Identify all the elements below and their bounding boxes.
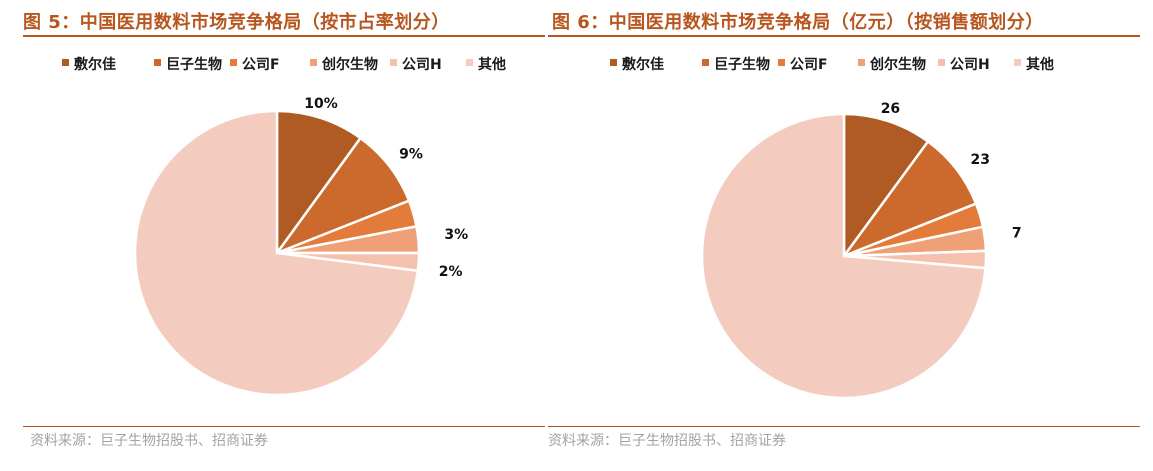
legend-label: 敷尔佳 xyxy=(622,56,664,73)
legend-swatch xyxy=(230,59,237,66)
data-label: 2% xyxy=(439,264,463,280)
legend-label: 巨子生物 xyxy=(166,56,222,73)
legend-label: 公司F xyxy=(790,57,828,73)
legend-swatch xyxy=(702,59,709,66)
title-divider xyxy=(548,35,1140,37)
legend-swatch xyxy=(858,59,865,66)
chart-title: 图 5：中国医用数料市场竞争格局（按市占率划分） xyxy=(23,12,450,33)
legend-label: 创尔生物 xyxy=(321,56,378,73)
legend-swatch xyxy=(62,59,69,66)
pie-slice xyxy=(275,109,363,257)
legend-label: 公司H xyxy=(402,57,442,73)
chart-source: 资料来源：巨子生物招股书、招商证券 xyxy=(548,433,786,449)
legend-swatch xyxy=(610,59,617,66)
source-divider xyxy=(548,426,1140,427)
legend-swatch xyxy=(778,59,785,66)
legend-label: 其他 xyxy=(478,56,506,73)
legend-label: 其他 xyxy=(1026,56,1054,73)
pie-slice xyxy=(273,136,411,256)
pie-chart-market-share: 敷尔佳 巨子生物 公司F 创尔生物 公司H 其他 10% 9% 3% 2% xyxy=(62,56,506,397)
data-label: 3% xyxy=(444,227,468,243)
legend-swatch xyxy=(310,59,317,66)
chart-source: 资料来源：巨子生物招股书、招商证券 xyxy=(30,433,268,449)
data-label: 10% xyxy=(304,96,338,112)
legend-label: 公司H xyxy=(950,57,990,73)
legend-label: 巨子生物 xyxy=(714,56,770,73)
chart-title: 图 6：中国医用数料市场竞争格局（亿元）（按销售额划分） xyxy=(552,12,1044,33)
legend-swatch xyxy=(466,59,473,66)
legend-label: 创尔生物 xyxy=(869,56,926,73)
legend-swatch xyxy=(1014,59,1021,66)
source-divider xyxy=(23,426,545,427)
pie-slice xyxy=(842,112,930,260)
legend-label: 公司F xyxy=(242,57,280,73)
legend-swatch xyxy=(938,59,945,66)
data-label: 23 xyxy=(970,152,989,168)
chart-panel-market-share: 图 5：中国医用数料市场竞争格局（按市占率划分） 敷尔佳 巨子生物 公司F 创尔生物 公… xyxy=(0,0,546,471)
data-label: 9% xyxy=(399,147,423,163)
legend-swatch xyxy=(390,59,397,66)
legend-label: 敷尔佳 xyxy=(74,56,116,73)
legend-swatch xyxy=(154,59,161,66)
pie-slice xyxy=(840,139,978,259)
pie-slice xyxy=(133,109,420,397)
pie-slice xyxy=(700,112,987,400)
chart-panel-sales: 图 6：中国医用数料市场竞争格局（亿元）（按销售额划分） 敷尔佳 巨子生物 公司F 创… xyxy=(548,0,1153,471)
data-label: 26 xyxy=(881,101,900,117)
title-divider xyxy=(23,35,545,37)
pie-chart-sales: 敷尔佳 巨子生物 公司F 创尔生物 公司H 其他 26 23 7 xyxy=(610,56,1054,400)
data-label: 7 xyxy=(1012,225,1022,241)
